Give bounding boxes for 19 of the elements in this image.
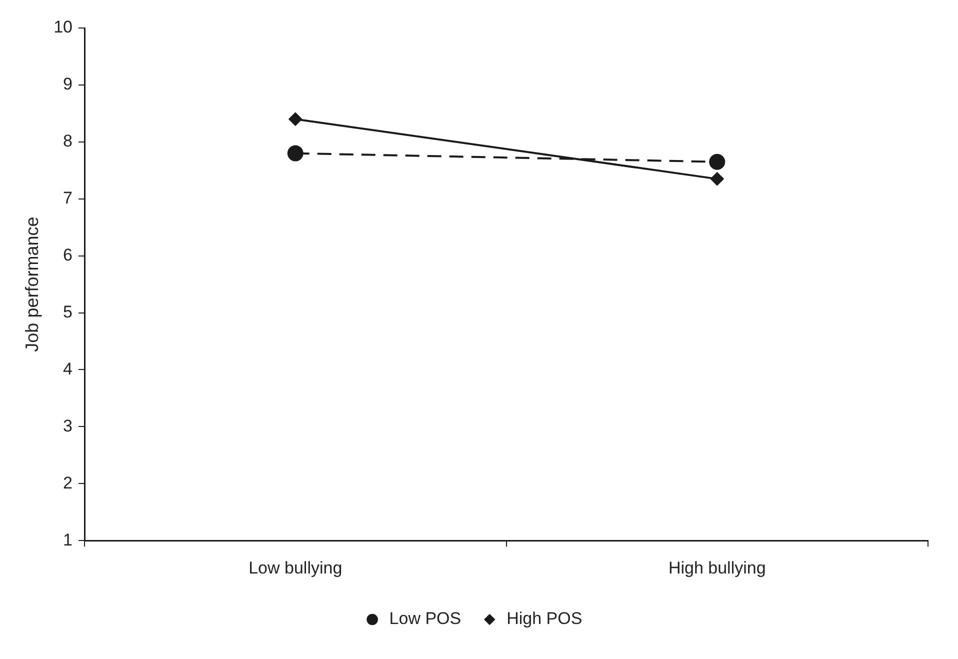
y-axis-title: Job performance: [22, 216, 42, 352]
point: [287, 145, 304, 162]
legend-label: Low POS: [389, 609, 462, 628]
point: [709, 154, 726, 170]
y-tick-label: 3: [63, 416, 73, 436]
point: [710, 172, 724, 186]
y-tick-label: 1: [63, 530, 73, 550]
y-tick-label: 9: [63, 74, 73, 94]
y-tick-label: 2: [63, 473, 73, 492]
y-tick-label: 7: [63, 188, 73, 208]
y-tick-label: 4: [63, 359, 73, 378]
x-tick-label: Low bullying: [248, 558, 342, 578]
y-tick-label: 8: [63, 132, 73, 151]
legend-label: High POS: [506, 609, 582, 628]
point: [288, 112, 302, 126]
y-tick-label: 6: [63, 246, 73, 265]
y-tick-label: 5: [63, 302, 73, 322]
x-tick-label: High bullying: [668, 558, 766, 578]
y-tick-label: 10: [54, 18, 73, 37]
